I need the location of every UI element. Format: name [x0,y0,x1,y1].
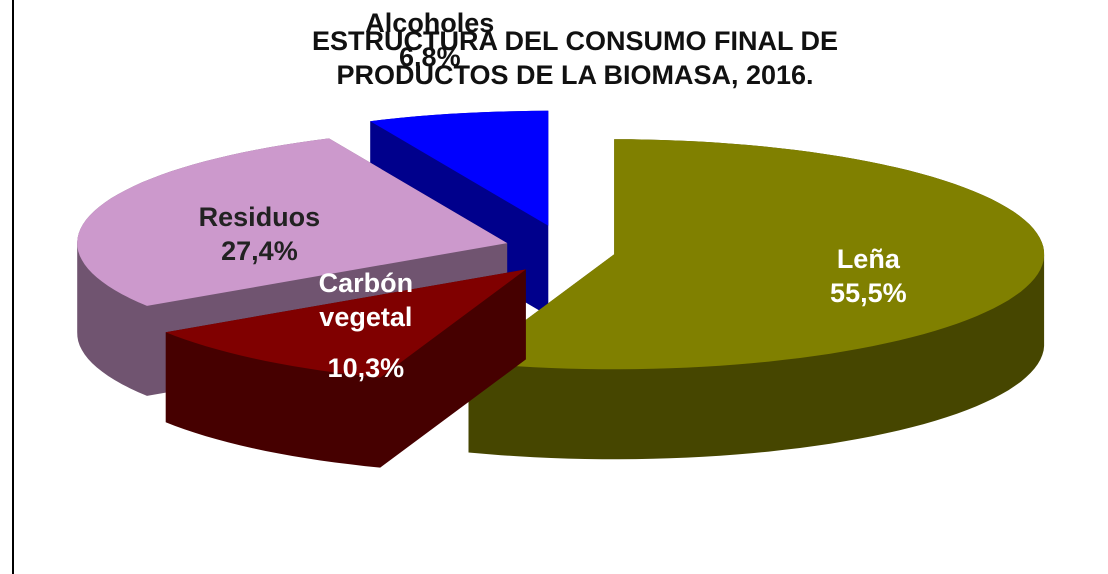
slice [165,269,526,378]
slice-category: Residuos [198,201,321,232]
slice-category: Carbón vegetal [318,267,414,332]
slice-value-label: 6,8% [399,41,461,72]
chart-title: ESTRUCTURA DEL CONSUMO FINAL DE [312,26,838,56]
slice-value-label: 27,4% [221,235,298,266]
slice-value-label: 10,3% [327,352,405,383]
slice-category: Alcoholes [365,7,495,38]
slice [468,139,1045,370]
slice-value-label: 55,5% [830,278,907,309]
slice [370,110,549,226]
slice-category: Leña [836,244,900,275]
chart-title: PRODUCTOS DE LA BIOMASA, 2016. [336,60,813,90]
slice [77,138,508,306]
